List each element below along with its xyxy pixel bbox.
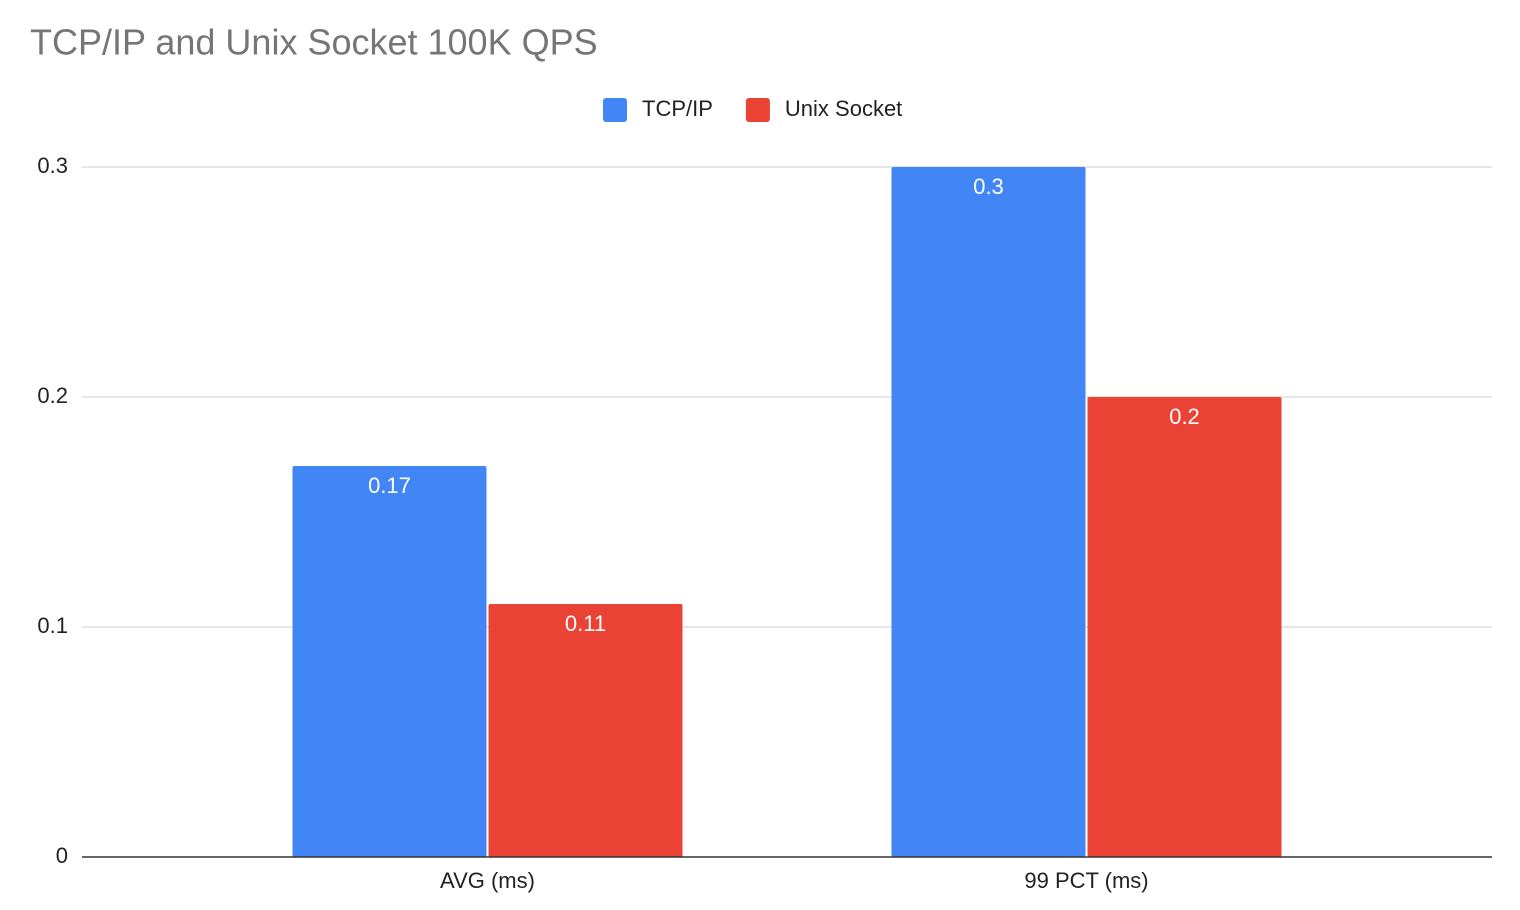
value-label: 0.11 [565, 611, 606, 636]
legend-label: Unix Socket [785, 96, 902, 121]
bar [488, 604, 683, 857]
bar [891, 167, 1086, 857]
legend-swatch [603, 98, 627, 122]
value-label: 0.3 [973, 174, 1004, 199]
bar [1087, 397, 1282, 857]
legend-label: TCP/IP [642, 96, 713, 121]
legend-swatch [745, 98, 770, 122]
value-label: 0.2 [1169, 404, 1200, 429]
y-tick-label: 0 [56, 843, 68, 868]
bar [292, 466, 487, 857]
x-tick-label: 99 PCT (ms) [1024, 868, 1148, 893]
x-tick-label: AVG (ms) [440, 868, 535, 893]
y-tick-label: 0.3 [37, 153, 68, 178]
y-tick-label: 0.2 [37, 383, 68, 408]
y-tick-label: 0.1 [37, 613, 68, 638]
chart-title: TCP/IP and Unix Socket 100K QPS [30, 22, 598, 63]
value-label: 0.17 [368, 473, 411, 498]
